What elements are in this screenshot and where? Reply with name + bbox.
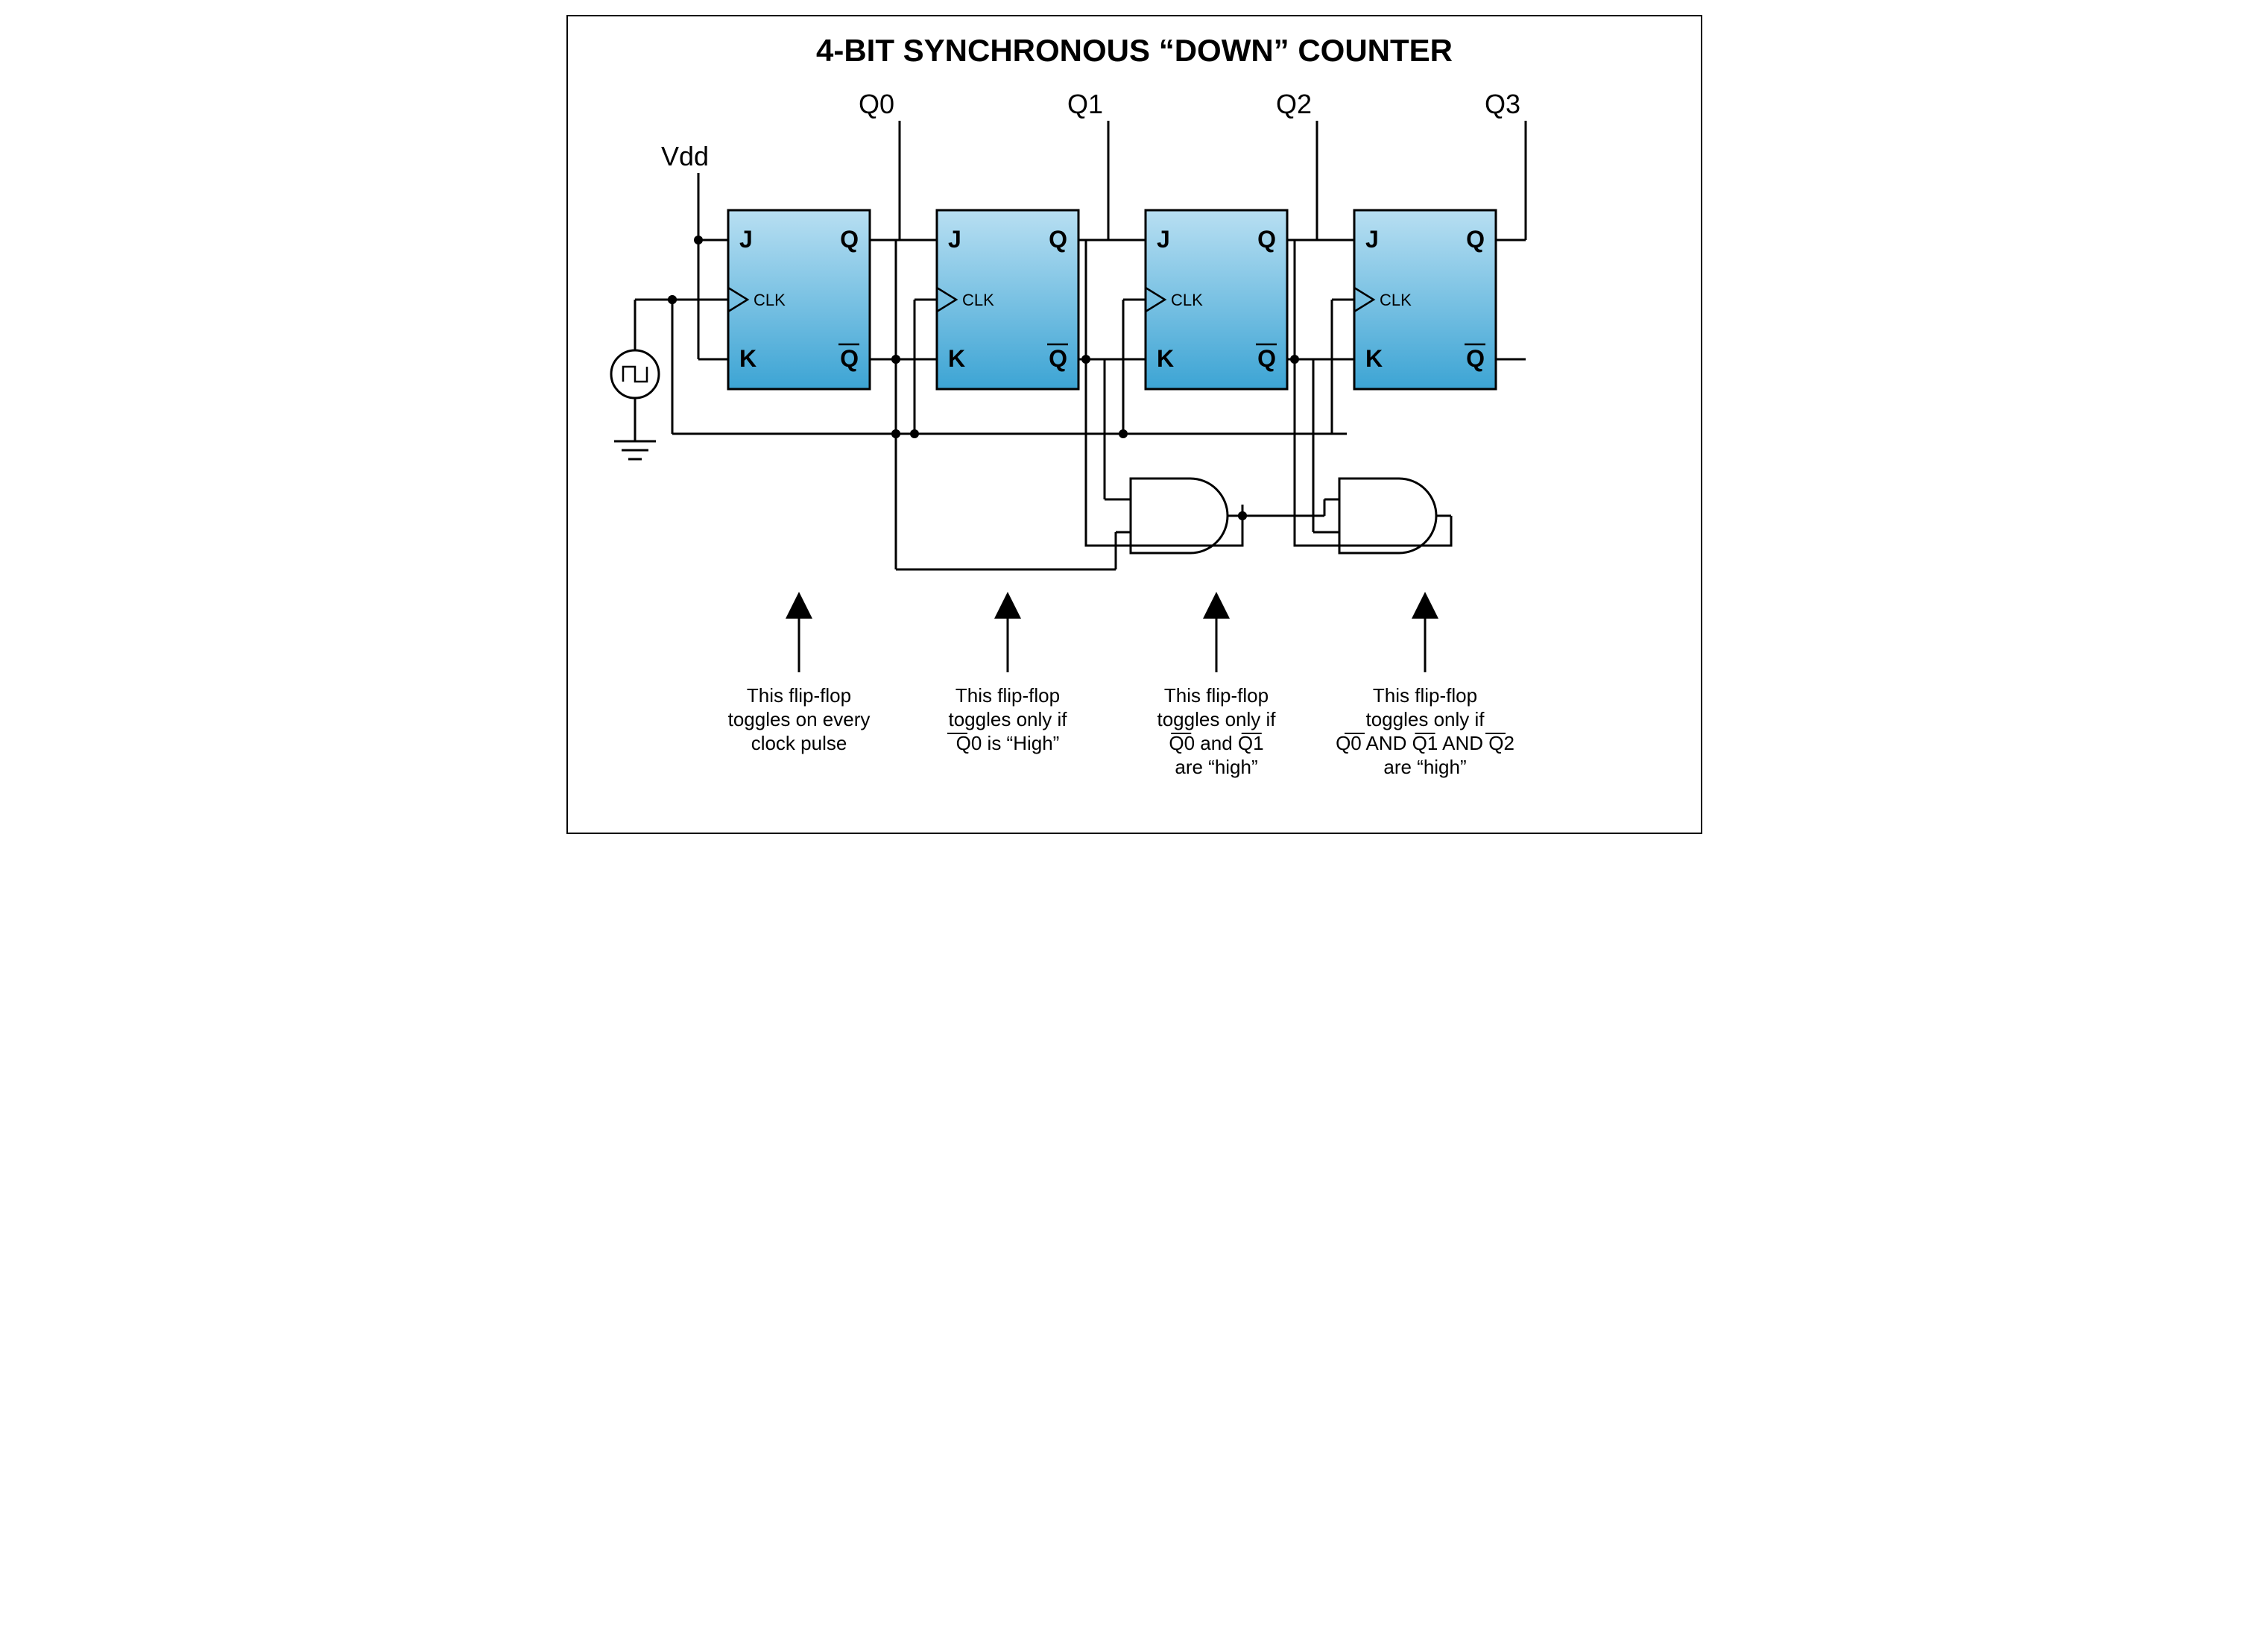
annotation-1-line-0: This flip-flop <box>955 684 1059 707</box>
pin-clk-label: CLK <box>962 291 994 309</box>
annotation-3-line-2: Q0 AND Q1 AND Q2 <box>1336 732 1514 754</box>
pin-clk-label: CLK <box>1380 291 1412 309</box>
pin-k-label: K <box>1365 345 1383 372</box>
pin-q-label: Q <box>1257 226 1276 253</box>
pin-q-label: Q <box>1466 226 1485 253</box>
and-gate-icon <box>1339 479 1436 553</box>
annotation-0-line-2: clock pulse <box>751 732 847 754</box>
and-gate-icon <box>1131 479 1228 553</box>
annotation-0-line-1: toggles on every <box>727 708 870 730</box>
annotation-1-line-2: Q0 is “High” <box>955 732 1059 754</box>
vdd-label: Vdd <box>661 141 709 171</box>
annotation-2-line-0: This flip-flop <box>1163 684 1268 707</box>
annotation-3-line-3: are “high” <box>1383 756 1466 778</box>
pin-j-label: J <box>1157 226 1170 253</box>
pin-j-label: J <box>948 226 961 253</box>
pin-clk-label: CLK <box>754 291 786 309</box>
pin-clk-label: CLK <box>1171 291 1203 309</box>
annotation-2-line-3: are “high” <box>1175 756 1257 778</box>
circuit-svg: 4-BIT SYNCHRONOUS “DOWN” COUNTER J K Q Q CLK… <box>568 16 1701 833</box>
pin-q-label: Q <box>840 226 859 253</box>
annotation-3-line-0: This flip-flop <box>1372 684 1476 707</box>
pin-qbar-label: Q <box>1257 345 1276 372</box>
pin-k-label: K <box>948 345 965 372</box>
pin-qbar-label: Q <box>1466 345 1485 372</box>
annotation-1-line-1: toggles only if <box>948 708 1067 730</box>
circuit-group: J K Q Q CLK J K Q Q CLK J K Q Q CLK J K Q Q CLK Q0 Q1 Q2 Q3 Vdd T… <box>611 89 1526 778</box>
pin-k-label: K <box>1157 345 1174 372</box>
annotation-3-line-1: toggles only if <box>1365 708 1485 730</box>
output-label-1: Q1 <box>1067 89 1103 119</box>
pin-qbar-label: Q <box>1049 345 1067 372</box>
pin-j-label: J <box>1365 226 1379 253</box>
annotation-0-line-0: This flip-flop <box>746 684 850 707</box>
pin-qbar-label: Q <box>840 345 859 372</box>
output-label-2: Q2 <box>1276 89 1312 119</box>
diagram-title: 4-BIT SYNCHRONOUS “DOWN” COUNTER <box>815 33 1452 68</box>
annotation-2-line-1: toggles only if <box>1157 708 1276 730</box>
output-label-0: Q0 <box>859 89 894 119</box>
pin-k-label: K <box>739 345 756 372</box>
annotation-2-line-2: Q0 and Q1 <box>1169 732 1263 754</box>
pin-j-label: J <box>739 226 753 253</box>
diagram-container: 4-BIT SYNCHRONOUS “DOWN” COUNTER J K Q Q CLK… <box>566 15 1702 834</box>
pin-q-label: Q <box>1049 226 1067 253</box>
output-label-3: Q3 <box>1485 89 1520 119</box>
